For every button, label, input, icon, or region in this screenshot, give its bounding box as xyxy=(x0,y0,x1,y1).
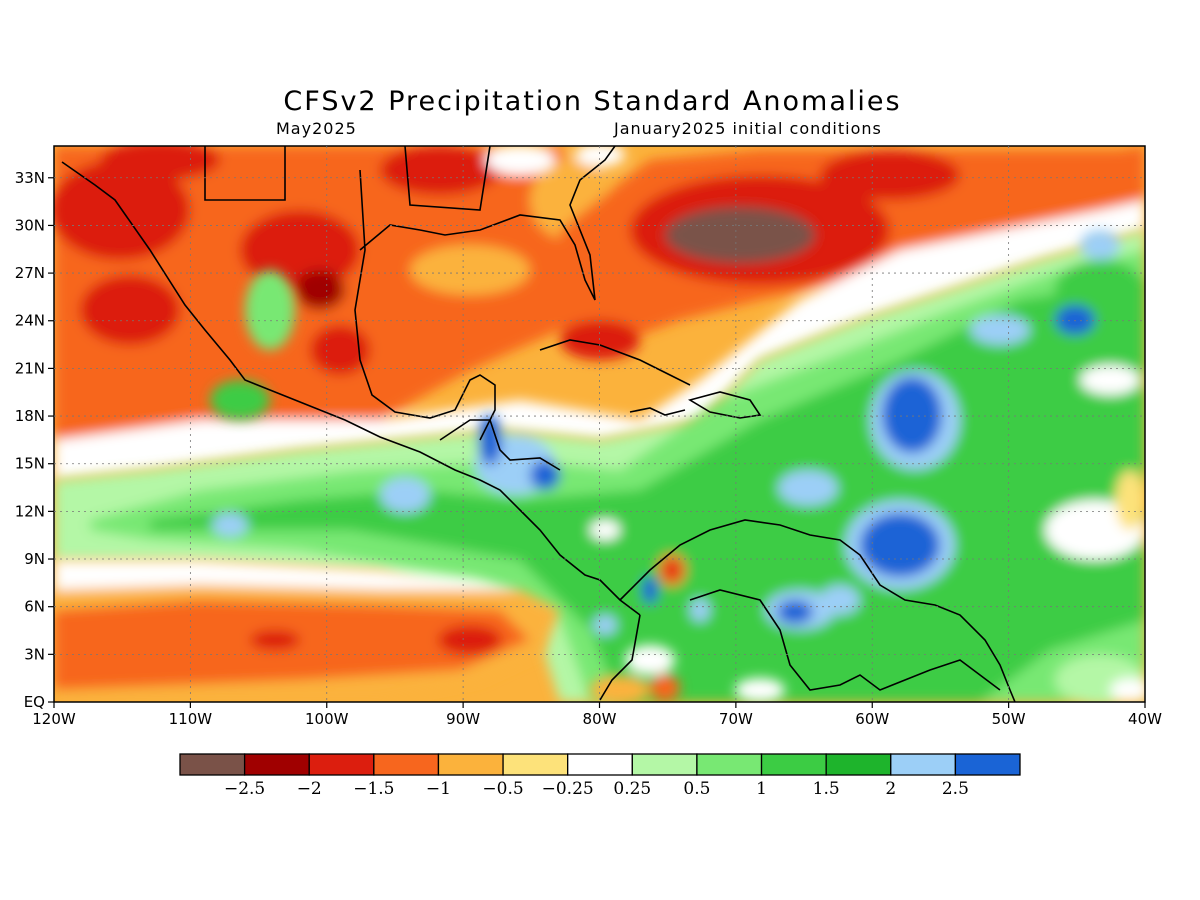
lon-tick-label: 40W xyxy=(1128,710,1162,728)
colorbar-label: 1.5 xyxy=(813,779,840,799)
colorbar-swatch xyxy=(437,753,504,776)
colorbar-label: −0.25 xyxy=(542,779,594,799)
lat-tick-label: 33N xyxy=(15,169,45,187)
colorbar-swatch xyxy=(631,753,698,776)
colorbar-label: −2.5 xyxy=(224,779,265,799)
colorbar-label: −2 xyxy=(297,779,322,799)
lat-tick-label: 18N xyxy=(15,407,45,425)
valid-month-label: May2025 xyxy=(276,119,357,138)
colorbar-label: 0.25 xyxy=(613,779,651,799)
coastlines xyxy=(61,146,1016,702)
anomaly-field xyxy=(54,146,1145,702)
lat-tick-label: EQ xyxy=(24,693,45,711)
colorbar-label: 2 xyxy=(885,779,896,799)
colorbar-swatch xyxy=(954,753,1021,776)
colorbar-swatch xyxy=(179,753,246,776)
colorbar-swatch xyxy=(308,753,375,776)
lon-tick-label: 100W xyxy=(305,710,349,728)
lat-tick-label: 6N xyxy=(24,598,45,616)
lat-tick-label: 12N xyxy=(15,502,45,520)
colorbar-label: −1 xyxy=(426,779,451,799)
lat-tick-label: 9N xyxy=(24,550,45,568)
colorbar-labels: −2.5 −2 −1.5 −1 −0.5 −0.25 0.25 0.5 1 1.5 2 2.5 xyxy=(224,779,969,799)
lat-tick-label: 15N xyxy=(15,455,45,473)
colorbar-swatch xyxy=(243,753,310,776)
colorbar-label: −1.5 xyxy=(353,779,394,799)
colorbar-label: 2.5 xyxy=(942,779,969,799)
lon-tick-label: 120W xyxy=(32,710,76,728)
colorbar-label: 1 xyxy=(756,779,767,799)
colorbar-swatch xyxy=(825,753,892,776)
lat-tick-label: 24N xyxy=(15,312,45,330)
colorbar-swatch xyxy=(696,753,763,776)
lon-tick-label: 110W xyxy=(169,710,213,728)
lon-tick-label: 90W xyxy=(446,710,480,728)
initial-conditions-label: January2025 initial conditions xyxy=(614,119,882,138)
longitude-labels: 120W 110W 100W 90W 80W 70W 60W 50W 40W xyxy=(32,710,1162,728)
colorbar-swatch xyxy=(373,753,440,776)
lon-tick-label: 80W xyxy=(583,710,617,728)
colorbar-swatch xyxy=(567,753,633,776)
colorbar-label: −0.5 xyxy=(482,779,523,799)
colorbar xyxy=(179,753,1021,776)
lon-tick-label: 50W xyxy=(992,710,1026,728)
colorbar-label: 0.5 xyxy=(683,779,710,799)
lon-tick-label: 70W xyxy=(719,710,753,728)
colorbar-swatch xyxy=(890,753,957,776)
lon-tick-label: 60W xyxy=(855,710,889,728)
graticule xyxy=(48,146,1146,708)
lat-tick-label: 3N xyxy=(24,645,45,663)
colorbar-swatch xyxy=(502,753,569,776)
map-title: CFSv2 Precipitation Standard Anomalies xyxy=(283,86,902,117)
latitude-labels: EQ 3N 6N 9N 12N 15N 18N 21N 24N 27N 30N 33N xyxy=(15,169,45,711)
lat-tick-label: 30N xyxy=(15,216,45,234)
lat-tick-label: 21N xyxy=(15,359,45,377)
colorbar-swatch xyxy=(760,753,827,776)
lat-tick-label: 27N xyxy=(15,264,45,282)
